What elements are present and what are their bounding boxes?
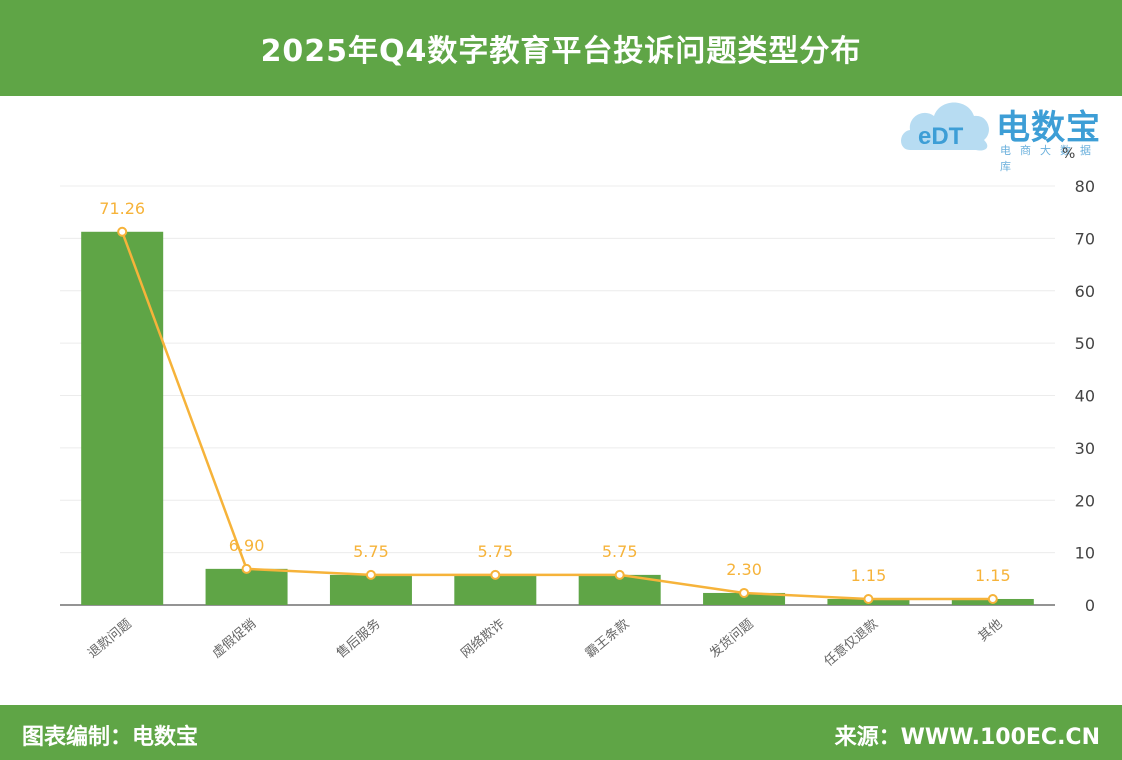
footer-credit: 图表编制：电数宝 bbox=[22, 725, 199, 750]
cloud-logo-icon: eDT bbox=[901, 102, 989, 151]
trend-point bbox=[739, 587, 750, 598]
bar bbox=[703, 592, 786, 605]
bar bbox=[329, 574, 412, 605]
grid-lines bbox=[60, 185, 1055, 606]
x-axis-ticks: 退款问题 虚假促销 售后服务 网络欺诈 霸王条款 发货问题 任意仅退款 其他 bbox=[85, 616, 1005, 670]
y-tick-label: 40 bbox=[1075, 387, 1095, 406]
data-label: 2.30 bbox=[726, 560, 762, 579]
x-tick-label: 霸王条款 bbox=[582, 616, 632, 662]
trend-point bbox=[863, 593, 874, 604]
chart-header: 2025年Q4数字教育平台投诉问题类型分布 bbox=[0, 0, 1122, 96]
x-tick-label: 网络欺诈 bbox=[458, 616, 508, 662]
x-tick-label: 售后服务 bbox=[333, 616, 383, 662]
chart-footer: 图表编制：电数宝 来源：WWW.100EC.CN bbox=[0, 705, 1122, 760]
x-tick-label: 虚假促销 bbox=[210, 617, 259, 662]
bar bbox=[205, 568, 288, 605]
trend-polyline bbox=[121, 231, 993, 601]
trend-line bbox=[117, 226, 998, 604]
y-tick-label: 20 bbox=[1075, 491, 1095, 510]
y-tick-label: 10 bbox=[1075, 544, 1095, 563]
y-axis-unit: % bbox=[1062, 146, 1075, 162]
bars bbox=[81, 231, 1034, 605]
y-tick-label: 60 bbox=[1075, 282, 1095, 301]
data-label: 5.75 bbox=[478, 542, 514, 561]
data-label: 6.90 bbox=[229, 536, 265, 555]
x-tick-label: 发货问题 bbox=[707, 616, 757, 662]
chart-title: 2025年Q4数字教育平台投诉问题类型分布 bbox=[260, 34, 862, 69]
x-tick-label: 退款问题 bbox=[85, 617, 134, 662]
data-labels: 71.26 6.90 5.75 5.75 5.75 2.30 1.15 1.15 bbox=[99, 199, 1010, 585]
trend-point bbox=[614, 569, 625, 580]
data-label: 5.75 bbox=[602, 542, 638, 561]
data-label: 71.26 bbox=[99, 199, 145, 218]
data-label: 5.75 bbox=[353, 542, 389, 561]
footer-source: 来源：WWW.100EC.CN bbox=[834, 725, 1100, 750]
trend-point bbox=[117, 226, 128, 237]
logo: eDT 电数宝 电商大数据库 bbox=[896, 92, 1116, 173]
y-tick-label: 30 bbox=[1075, 439, 1095, 458]
y-axis-ticks: 0 10 20 30 40 50 60 70 80 bbox=[1075, 177, 1095, 615]
bar-chart: 71.26 6.90 5.75 5.75 5.75 2.30 1.15 1.15 0 10 20 3… bbox=[60, 146, 1095, 670]
x-tick-label: 任意仅退款 bbox=[821, 616, 881, 670]
bar bbox=[454, 574, 537, 605]
trend-point bbox=[241, 563, 252, 574]
y-tick-label: 50 bbox=[1075, 334, 1095, 353]
y-tick-label: 70 bbox=[1075, 229, 1095, 248]
logo-mark: eDT bbox=[918, 123, 964, 150]
bar bbox=[81, 231, 164, 605]
trend-point bbox=[365, 569, 376, 580]
y-tick-label: 0 bbox=[1085, 596, 1095, 615]
data-label: 1.15 bbox=[975, 566, 1011, 585]
y-tick-label: 80 bbox=[1075, 177, 1095, 196]
trend-point bbox=[490, 569, 501, 580]
data-label: 1.15 bbox=[851, 566, 887, 585]
x-tick-label: 其他 bbox=[976, 617, 1006, 645]
logo-brand: 电数宝 bbox=[996, 108, 1101, 148]
trend-point bbox=[987, 593, 998, 604]
logo-subtitle: 电商大数据库 bbox=[1000, 144, 1100, 173]
